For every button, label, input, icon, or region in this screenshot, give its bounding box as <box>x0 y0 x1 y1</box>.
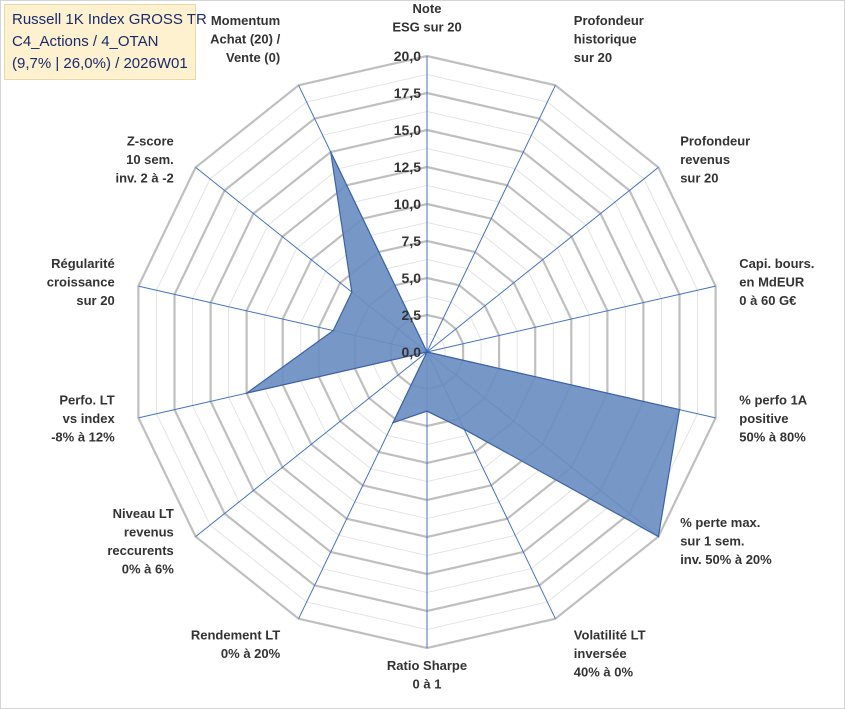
axis-label: Capi. bours. en MdEUR 0 à 60 G€ <box>739 256 814 308</box>
axis-label-line: -8% à 12% <box>51 429 115 444</box>
axis-label-line: Profondeur <box>680 134 750 149</box>
axis-label-line: 0% à 6% <box>122 561 174 576</box>
axis-label: Niveau LT revenus reccurents 0% à 6% <box>107 506 174 577</box>
axis-label-line: inv. 50% à 20% <box>680 552 772 567</box>
tick-label: 17,5 <box>394 85 421 101</box>
axis-label-line: croissance <box>47 275 115 290</box>
axis-label: Volatilité LT inversée 40% à 0% <box>574 628 646 680</box>
data-point <box>657 535 660 538</box>
chart-title-line-1: Russell 1K Index GROSS TR <box>12 11 207 28</box>
axis-label-line: 50% à 80% <box>739 429 806 444</box>
axis-label: Profondeur revenus sur 20 <box>680 134 750 186</box>
axis-label: % perfo 1A positive 50% à 80% <box>739 392 808 444</box>
axis-spoke <box>426 85 556 353</box>
axis-label-line: sur 20 <box>574 50 612 65</box>
axis-spoke <box>195 351 428 537</box>
axis-label: Profondeur historique sur 20 <box>574 13 644 65</box>
tick-label: 12,5 <box>394 159 421 175</box>
axis-label-line: sur 20 <box>680 171 718 186</box>
axis-label-line: 10 sem. <box>126 152 174 167</box>
axis-label-line: inversée <box>574 646 627 661</box>
data-point <box>463 428 466 431</box>
axis-label-line: ESG sur 20 <box>392 20 461 35</box>
axis-label-line: en MdEUR <box>739 275 805 290</box>
tick-label: 10,0 <box>394 196 421 212</box>
axis-label-line: positive <box>739 411 788 426</box>
tick-label: 15,0 <box>394 122 421 138</box>
axis-label-line: Note <box>413 1 442 16</box>
axis-label-line: Volatilité LT <box>574 628 646 643</box>
tick-label: 20,0 <box>394 48 421 64</box>
axis-label: Momentum Achat (20) / Vente (0) <box>210 13 280 65</box>
tick-label: 0,0 <box>402 344 422 360</box>
axis-label-line: Régularité <box>51 256 115 271</box>
chart-title-line-2: C4_Actions / 4_OTAN <box>12 33 159 50</box>
axis-label-line: Vente (0) <box>226 50 280 65</box>
tick-labels: 0,0 2,5 5,0 7,5 10,0 12,5 15,0 17,5 20,0 <box>394 48 421 360</box>
axis-label-line: vs index <box>63 411 116 426</box>
axis-label-line: Rendement LT <box>191 628 280 643</box>
axis-label-line: Perfo. LT <box>59 392 114 407</box>
tick-label: 7,5 <box>402 233 422 249</box>
data-series <box>245 151 681 538</box>
tick-label: 5,0 <box>402 270 422 286</box>
data-point <box>351 291 353 293</box>
data-point <box>426 410 428 413</box>
axis-label-line: Capi. bours. <box>739 256 814 271</box>
axis-label: Rendement LT 0% à 20% <box>191 628 281 662</box>
axis-label-line: 40% à 0% <box>574 665 634 680</box>
series-area <box>246 151 681 538</box>
tick-label: 2,5 <box>402 307 422 323</box>
axis-label: Ratio Sharpe 0 à 1 <box>387 658 467 692</box>
axis-label-line: Profondeur <box>574 13 644 28</box>
axis-label-line: revenus <box>680 152 730 167</box>
axis-label-line: 0 à 60 G€ <box>739 293 796 308</box>
axis-labels: Note ESG sur 20 Profondeur historique sur 20… <box>47 1 815 692</box>
data-point <box>426 351 428 353</box>
axis-label-line: % perte max. <box>680 515 760 530</box>
data-point <box>678 408 681 411</box>
axis-label-line: % perfo 1A <box>739 392 808 407</box>
axis-label: % perte max. sur 1 sem. inv. 50% à 20% <box>680 515 772 567</box>
axis-label-line: 0% à 20% <box>221 646 281 661</box>
chart-title-box: Russell 1K Index GROSS TR C4_Actions / 4… <box>4 4 207 80</box>
axis-label: Z-score 10 sem. inv. 2 à -2 <box>116 134 174 186</box>
axis-label-line: inv. 2 à -2 <box>116 171 174 186</box>
axis-label-line: Momentum <box>211 13 280 28</box>
axis-label-line: Achat (20) / <box>210 31 280 46</box>
axis-label-line: revenus <box>124 524 174 539</box>
axis-label-line: 0 à 1 <box>413 677 442 692</box>
data-point <box>332 329 335 332</box>
axis-label-line: reccurents <box>107 543 173 558</box>
axis-label-line: Z-score <box>127 134 174 149</box>
axis-label-line: Niveau LT <box>113 506 174 521</box>
data-point <box>329 151 332 153</box>
axis-label-line: sur 1 sem. <box>680 534 744 549</box>
axis-label-line: historique <box>574 31 637 46</box>
chart-title-line-3: (9,7% | 26,0%) / 2026W01 <box>12 55 188 72</box>
data-point <box>392 421 394 424</box>
axis-label: Régularité croissance sur 20 <box>47 256 115 308</box>
data-point <box>245 392 248 395</box>
axis-label: Perfo. LT vs index -8% à 12% <box>51 392 115 444</box>
axis-label-line: Ratio Sharpe <box>387 658 467 673</box>
axis-spoke <box>426 167 659 353</box>
axis-label: Note ESG sur 20 <box>392 1 461 35</box>
axis-spoke <box>426 285 716 353</box>
axis-label-line: sur 20 <box>76 293 114 308</box>
